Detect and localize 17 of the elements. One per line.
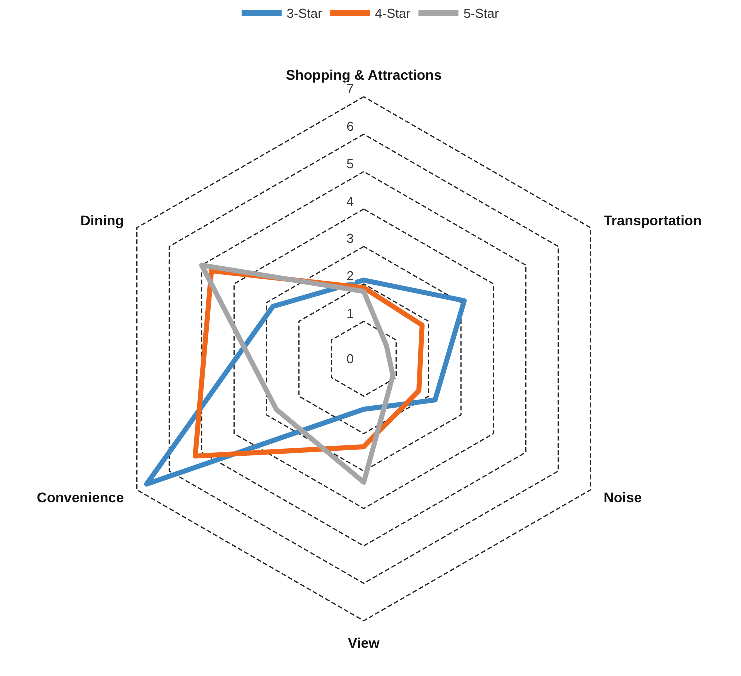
spoke-label: Convenience	[36, 490, 124, 506]
y-tick-label: 4	[346, 194, 354, 209]
y-tick-label: 6	[346, 118, 354, 134]
legend-label: 3-Star	[286, 6, 323, 21]
legend-label: 5-Star	[464, 6, 500, 21]
legend-label: 4-Star	[375, 6, 412, 21]
y-tick-label: 5	[346, 156, 354, 172]
spoke-label: Transportation	[604, 212, 702, 228]
spoke-label: Shopping & Attractions	[286, 67, 442, 83]
y-tick-label: 7	[346, 82, 354, 96]
y-tick-label: 2	[346, 268, 354, 284]
spoke-label: View	[348, 635, 380, 651]
spoke-label: Noise	[604, 490, 642, 506]
y-tick-label: 0	[346, 352, 354, 366]
y-tick-label: 3	[346, 231, 354, 246]
y-tick-label: 1	[346, 306, 354, 322]
spoke-label: Dining	[80, 212, 124, 228]
